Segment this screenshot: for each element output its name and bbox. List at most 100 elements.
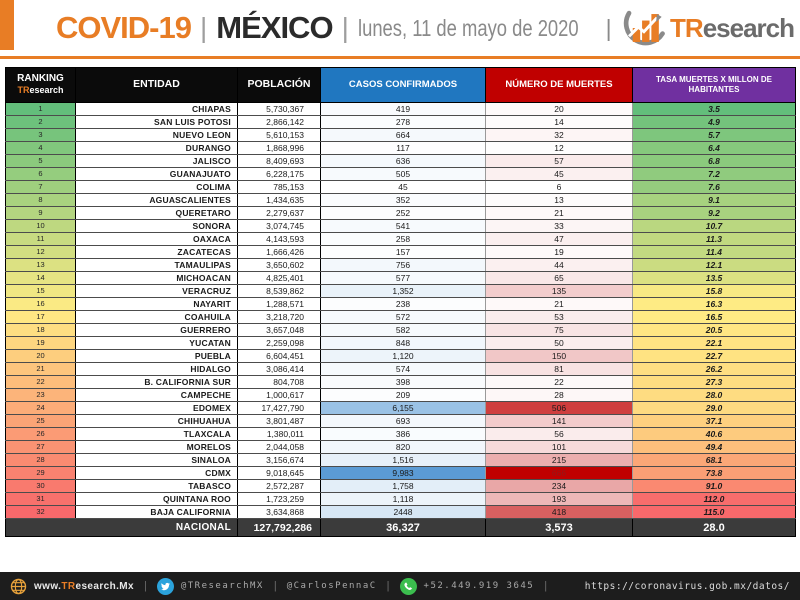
table-row: 16 NAYARIT 1,288,571 238 21 16.3 [5,297,796,311]
title-separator: | [605,14,612,41]
muertes-cell: 234 [485,479,633,493]
muertes-cell: 57 [485,154,633,168]
table-row: 25 CHIHUAHUA 3,801,487 693 141 37.1 [5,414,796,428]
total-casos: 36,327 [320,518,486,537]
table-row: 20 PUEBLA 6,604,451 1,120 150 22.7 [5,349,796,363]
tresearch-logo-icon [623,10,665,46]
poblacion-cell: 3,801,487 [237,414,321,428]
poblacion-cell: 8,409,693 [237,154,321,168]
casos-cell: 582 [320,323,486,337]
muertes-cell: 20 [485,102,633,116]
entidad-cell: AGUASCALIENTES [75,193,238,207]
muertes-cell: 14 [485,115,633,129]
tasa-cell: 26.2 [632,362,796,376]
tasa-cell: 112.0 [632,492,796,506]
muertes-cell: 32 [485,128,633,142]
poblacion-cell: 1,288,571 [237,297,321,311]
entidad-cell: DURANGO [75,141,238,155]
casos-cell: 1,516 [320,453,486,467]
poblacion-cell: 5,610,153 [237,128,321,142]
column-header-ranking: RANKING TResearch [5,67,76,103]
muertes-cell: 19 [485,245,633,259]
title-separator: | [199,12,208,43]
orange-divider-line [0,56,800,59]
footer: www.TResearch.Mx | @TResearchMX | @Carlo… [0,572,800,600]
entidad-cell: NAYARIT [75,297,238,311]
tasa-cell: 22.1 [632,336,796,350]
rank-cell: 4 [5,141,76,155]
poblacion-cell: 3,657,048 [237,323,321,337]
rank-cell: 27 [5,440,76,454]
table-row: 22 B. CALIFORNIA SUR 804,708 398 22 27.3 [5,375,796,389]
tasa-cell: 9.2 [632,206,796,220]
rank-cell: 18 [5,323,76,337]
muertes-cell: 101 [485,440,633,454]
tasa-cell: 13.5 [632,271,796,285]
entidad-cell: B. CALIFORNIA SUR [75,375,238,389]
casos-cell: 117 [320,141,486,155]
entidad-cell: GUANAJUATO [75,167,238,181]
footer-separator: | [273,580,277,592]
casos-cell: 238 [320,297,486,311]
rank-cell: 13 [5,258,76,272]
poblacion-cell: 3,156,674 [237,453,321,467]
casos-cell: 2448 [320,505,486,519]
table-row: 11 OAXACA 4,143,593 258 47 11.3 [5,232,796,246]
poblacion-cell: 2,044,058 [237,440,321,454]
casos-cell: 258 [320,232,486,246]
entidad-cell: VERACRUZ [75,284,238,298]
poblacion-cell: 1,380,011 [237,427,321,441]
poblacion-cell: 2,572,287 [237,479,321,493]
muertes-cell: 141 [485,414,633,428]
globe-icon [10,578,27,594]
casos-cell: 157 [320,245,486,259]
rank-cell: 5 [5,154,76,168]
footer-site: www.TResearch.Mx [34,580,134,592]
rank-cell: 9 [5,206,76,220]
poblacion-cell: 3,650,602 [237,258,321,272]
tasa-cell: 6.8 [632,154,796,168]
muertes-cell: 12 [485,141,633,155]
rank-cell: 7 [5,180,76,194]
table-row: 9 QUERETARO 2,279,637 252 21 9.2 [5,206,796,220]
casos-cell: 541 [320,219,486,233]
table-row: 12 ZACATECAS 1,666,426 157 19 11.4 [5,245,796,259]
table-row: 32 BAJA CALIFORNIA 3,634,868 2448 418 11… [5,505,796,519]
rank-cell: 21 [5,362,76,376]
casos-cell: 419 [320,102,486,116]
entidad-cell: GUERRERO [75,323,238,337]
muertes-cell: 666 [485,466,633,480]
poblacion-cell: 17,427,790 [237,401,321,415]
muertes-cell: 21 [485,297,633,311]
footer-separator: | [544,580,548,592]
poblacion-cell: 1,723,259 [237,492,321,506]
table-row: 2 SAN LUIS POTOSI 2,866,142 278 14 4.9 [5,115,796,129]
tasa-cell: 16.3 [632,297,796,311]
poblacion-cell: 4,143,593 [237,232,321,246]
table-row: 6 GUANAJUATO 6,228,175 505 45 7.2 [5,167,796,181]
poblacion-cell: 3,218,720 [237,310,321,324]
table-row: 3 NUEVO LEON 5,610,153 664 32 5.7 [5,128,796,142]
muertes-cell: 75 [485,323,633,337]
rank-cell: 3 [5,128,76,142]
tasa-cell: 91.0 [632,479,796,493]
poblacion-cell: 785,153 [237,180,321,194]
casos-cell: 209 [320,388,486,402]
table-row: 17 COAHUILA 3,218,720 572 53 16.5 [5,310,796,324]
muertes-cell: 44 [485,258,633,272]
poblacion-cell: 804,708 [237,375,321,389]
rank-cell: 6 [5,167,76,181]
title-separator: | [341,12,349,43]
poblacion-cell: 1,868,996 [237,141,321,155]
muertes-cell: 81 [485,362,633,376]
muertes-cell: 21 [485,206,633,220]
whatsapp-icon [399,577,417,595]
poblacion-cell: 3,074,745 [237,219,321,233]
tresearch-logo: TResearch [616,5,795,51]
tasa-cell: 7.6 [632,180,796,194]
rank-cell: 17 [5,310,76,324]
twitter-icon [156,577,174,595]
rank-cell: 25 [5,414,76,428]
tasa-cell: 12.1 [632,258,796,272]
muertes-cell: 50 [485,336,633,350]
